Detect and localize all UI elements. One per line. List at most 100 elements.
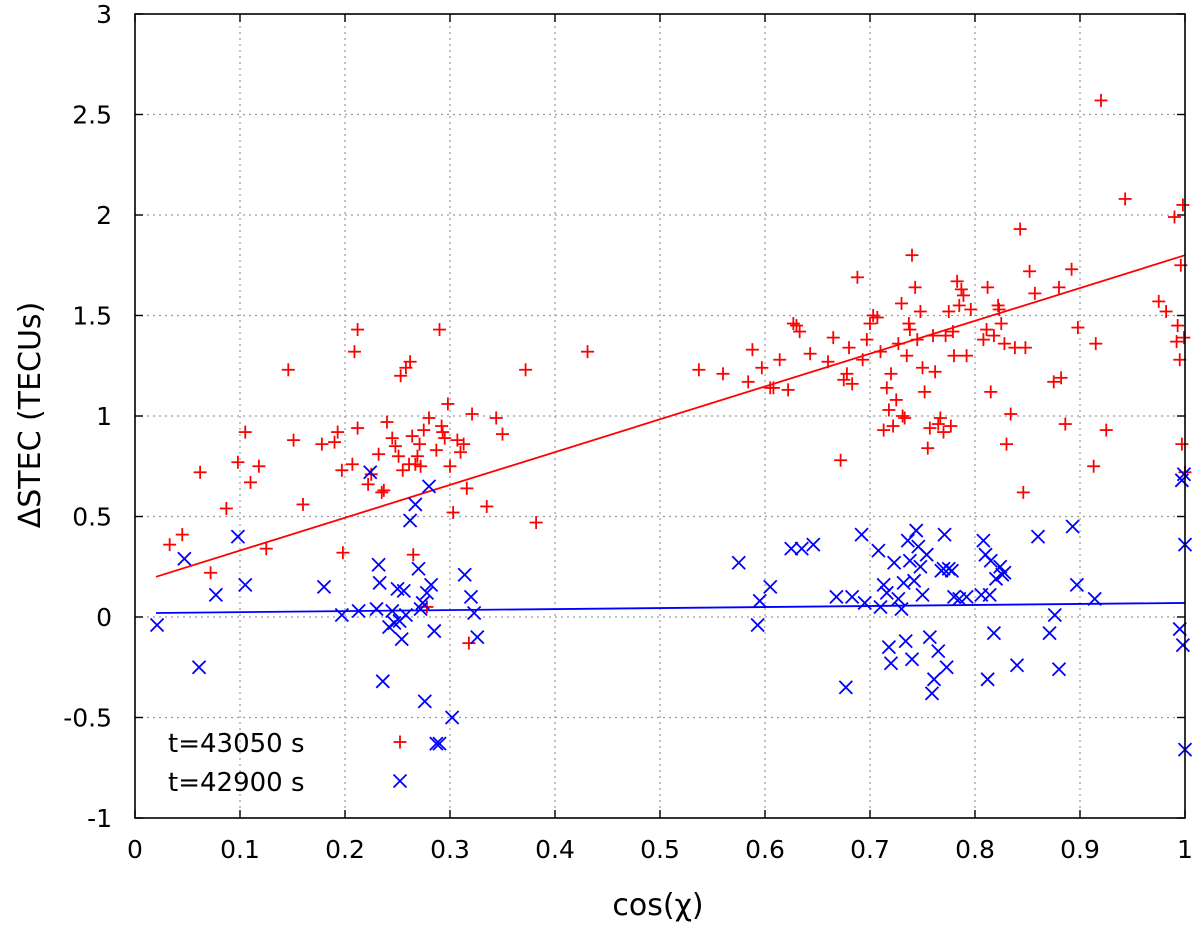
cross-stroke — [854, 527, 869, 542]
plus-marker — [981, 280, 995, 294]
cross-marker — [873, 599, 888, 615]
plus-marker — [377, 483, 391, 497]
cross-marker — [891, 591, 906, 607]
plus-marker — [1094, 93, 1108, 107]
cross-stroke — [873, 599, 888, 615]
plus-marker — [460, 481, 474, 495]
cross-stroke — [891, 591, 906, 607]
plus-marker — [880, 381, 894, 395]
x-tick-label: 0.7 — [850, 835, 890, 864]
plus-marker — [837, 373, 851, 387]
plus-marker — [457, 437, 471, 451]
plus-marker — [950, 274, 964, 288]
y-tick-label: -0.5 — [63, 704, 112, 733]
cross-marker — [883, 656, 899, 671]
plus-marker — [496, 427, 509, 441]
plus-marker — [976, 333, 990, 347]
plus-marker — [1028, 286, 1042, 300]
cross-marker — [408, 497, 423, 512]
plus-marker — [331, 425, 345, 439]
cross-marker — [316, 579, 332, 594]
plus-marker — [1118, 192, 1132, 206]
cross-marker — [988, 571, 1004, 586]
cross-stroke — [402, 513, 418, 528]
cross-stroke — [1047, 607, 1062, 623]
cross-marker — [898, 633, 913, 649]
plus-marker — [755, 361, 769, 375]
plus-marker — [406, 548, 420, 562]
cross-stroke — [909, 523, 924, 538]
cross-stroke — [838, 680, 853, 695]
x-tick-label: 0.5 — [640, 835, 680, 864]
cross-stroke — [731, 555, 746, 570]
legend-marker-shape — [393, 735, 407, 749]
plus-marker — [335, 463, 349, 477]
plus-marker — [886, 419, 900, 433]
cross-marker — [980, 672, 995, 687]
cross-marker — [149, 617, 165, 633]
plus-marker — [842, 341, 856, 355]
cross-marker — [427, 623, 442, 639]
x-tick-label: 0.9 — [1060, 835, 1100, 864]
plus-marker — [891, 337, 905, 351]
cross-stroke — [911, 539, 926, 554]
plus-marker — [902, 317, 916, 331]
plus-marker — [1175, 437, 1189, 451]
cross-stroke — [944, 563, 960, 578]
cross-stroke — [946, 589, 962, 605]
cross-stroke — [1176, 467, 1192, 482]
plus-marker — [984, 385, 998, 399]
cross-marker — [854, 527, 869, 542]
plus-marker — [1089, 337, 1103, 351]
plus-marker — [1152, 294, 1166, 308]
cross-marker — [421, 479, 437, 494]
plus-marker — [375, 485, 389, 499]
cross-marker — [238, 577, 253, 592]
plus-marker — [345, 457, 359, 471]
cross-stroke — [369, 601, 384, 617]
cross-marker — [402, 513, 418, 528]
cross-stroke — [427, 623, 442, 639]
plus-marker — [826, 331, 840, 345]
cross-stroke — [894, 601, 909, 617]
cross-stroke — [881, 640, 897, 655]
plus-marker — [856, 353, 870, 367]
cross-stroke — [982, 587, 997, 603]
cross-stroke — [230, 529, 246, 544]
plus-marker — [992, 302, 1006, 316]
cross-stroke — [415, 595, 430, 611]
cross-marker — [419, 585, 435, 601]
cross-stroke — [898, 633, 913, 649]
cross-marker — [230, 529, 246, 544]
plus-marker — [392, 449, 406, 463]
cross-marker — [1051, 662, 1067, 677]
cross-marker — [351, 603, 366, 619]
plus-marker — [745, 343, 759, 357]
plus-marker — [193, 465, 207, 479]
cross-stroke — [1030, 529, 1046, 544]
cross-stroke — [876, 577, 891, 592]
y-tick-label: 0 — [96, 603, 112, 632]
cross-stroke — [993, 559, 1008, 574]
plus-marker — [435, 419, 449, 433]
cross-marker — [806, 537, 821, 552]
plus-marker — [1047, 375, 1061, 389]
cross-stroke — [432, 736, 447, 751]
cross-marker — [387, 615, 402, 631]
plus-marker — [834, 453, 848, 467]
x-tick-label: 0.8 — [955, 835, 995, 864]
plus-marker — [1058, 417, 1072, 431]
plus-marker — [238, 425, 252, 439]
cross-stroke — [936, 561, 951, 576]
cross-stroke — [900, 533, 915, 548]
plus-marker — [405, 429, 419, 443]
cross-stroke — [208, 587, 223, 603]
cross-marker — [959, 589, 974, 605]
cross-stroke — [1009, 658, 1025, 673]
cross-stroke — [959, 589, 974, 605]
cross-stroke — [1065, 519, 1080, 534]
cross-stroke — [883, 656, 899, 671]
plus-marker — [296, 497, 310, 511]
cross-stroke — [408, 497, 423, 512]
cross-marker — [845, 589, 860, 605]
